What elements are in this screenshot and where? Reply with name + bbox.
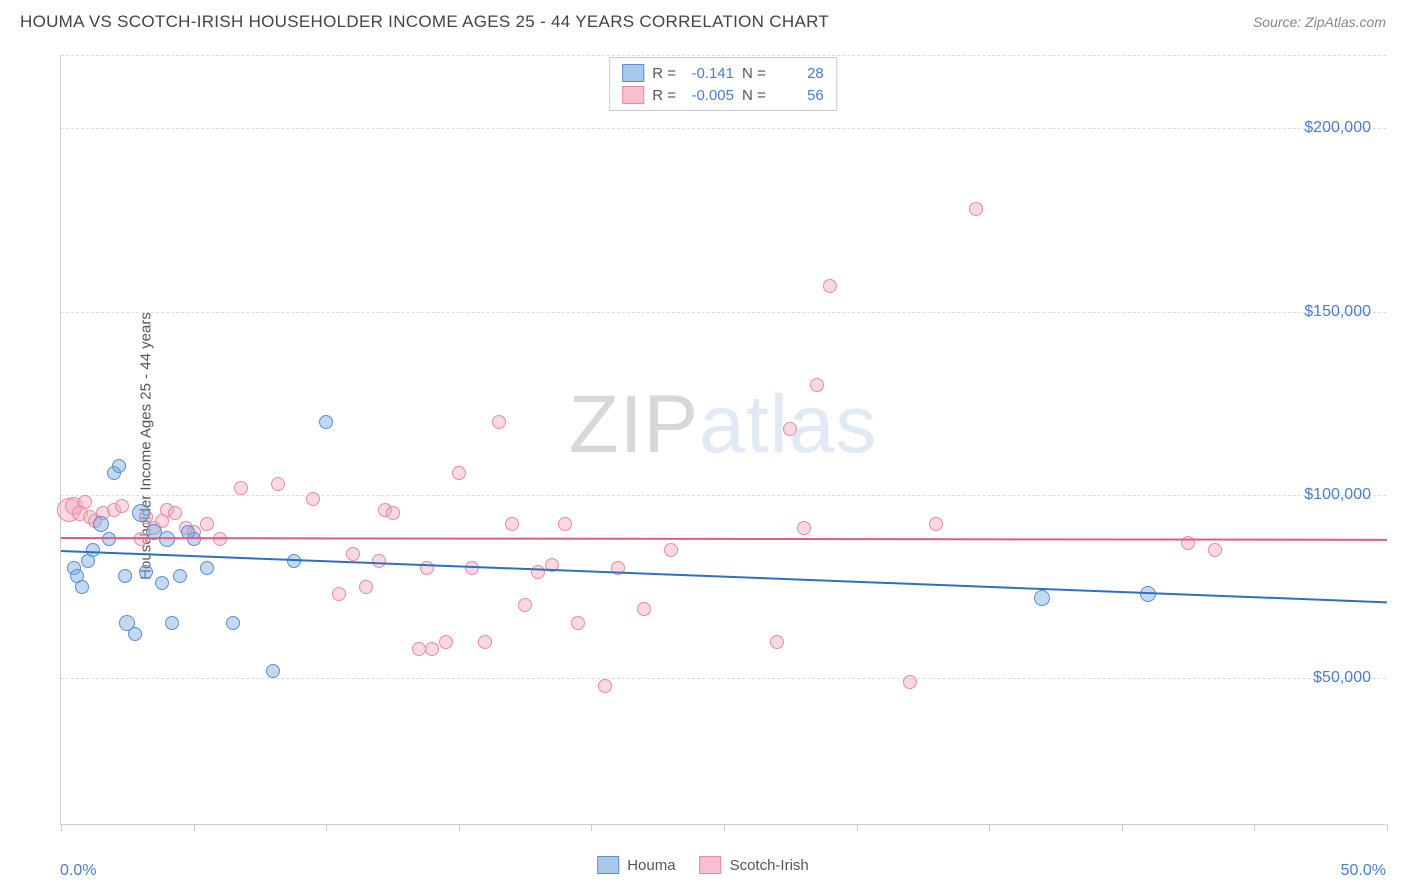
gridline (61, 495, 1386, 496)
x-tick (724, 824, 725, 831)
point-scotch-irish (346, 547, 360, 561)
point-houma (75, 580, 89, 594)
point-houma (118, 569, 132, 583)
x-tick (989, 824, 990, 831)
point-scotch-irish (598, 679, 612, 693)
point-scotch-irish (452, 466, 466, 480)
point-scotch-irish (78, 495, 92, 509)
point-scotch-irish (115, 499, 129, 513)
point-scotch-irish (664, 543, 678, 557)
r-value-houma: -0.141 (684, 65, 734, 82)
legend-item-scotch-irish: Scotch-Irish (700, 856, 809, 874)
point-scotch-irish (571, 616, 585, 630)
y-tick-label: $100,000 (1304, 486, 1371, 504)
gridline (61, 678, 1386, 679)
point-houma (139, 565, 153, 579)
point-houma (128, 627, 142, 641)
point-scotch-irish (505, 517, 519, 531)
point-houma (319, 415, 333, 429)
x-tick (194, 824, 195, 831)
point-scotch-irish (558, 517, 572, 531)
point-scotch-irish (306, 492, 320, 506)
x-tick (61, 824, 62, 831)
point-scotch-irish (637, 602, 651, 616)
point-scotch-irish (425, 642, 439, 656)
point-scotch-irish (903, 675, 917, 689)
swatch-houma (622, 64, 644, 82)
r-value-scotch-irish: -0.005 (684, 87, 734, 104)
point-scotch-irish (770, 635, 784, 649)
y-tick-label: $50,000 (1313, 669, 1371, 687)
point-scotch-irish (823, 279, 837, 293)
x-tick (1122, 824, 1123, 831)
x-tick (459, 824, 460, 831)
point-houma (155, 576, 169, 590)
point-houma (266, 664, 280, 678)
chart-title: HOUMA VS SCOTCH-IRISH HOUSEHOLDER INCOME… (20, 12, 829, 32)
point-scotch-irish (372, 554, 386, 568)
point-scotch-irish (531, 565, 545, 579)
y-tick-label: $200,000 (1304, 119, 1371, 137)
point-scotch-irish (783, 422, 797, 436)
point-scotch-irish (439, 635, 453, 649)
point-scotch-irish (929, 517, 943, 531)
n-value-scotch-irish: 56 (774, 87, 824, 104)
x-axis-min: 0.0% (60, 862, 96, 880)
point-houma (112, 459, 126, 473)
point-scotch-irish (465, 561, 479, 575)
point-scotch-irish (478, 635, 492, 649)
x-tick (591, 824, 592, 831)
gridline (61, 312, 1386, 313)
point-scotch-irish (518, 598, 532, 612)
series-legend: Houma Scotch-Irish (597, 856, 809, 874)
point-scotch-irish (969, 202, 983, 216)
point-houma (1034, 590, 1050, 606)
x-axis-max: 50.0% (1341, 862, 1386, 880)
source-label: Source: ZipAtlas.com (1253, 14, 1386, 30)
swatch-scotch-irish-icon (700, 856, 722, 874)
x-tick (1254, 824, 1255, 831)
trend-line (61, 537, 1387, 541)
point-scotch-irish (332, 587, 346, 601)
point-houma (93, 516, 109, 532)
point-houma (132, 504, 150, 522)
point-scotch-irish (271, 477, 285, 491)
trend-line (61, 550, 1387, 603)
x-tick (1387, 824, 1388, 831)
point-scotch-irish (810, 378, 824, 392)
point-houma (165, 616, 179, 630)
legend-row-houma: R = -0.141 N = 28 (622, 62, 824, 84)
point-scotch-irish (168, 506, 182, 520)
point-scotch-irish (1208, 543, 1222, 557)
legend-item-houma: Houma (597, 856, 675, 874)
point-houma (86, 543, 100, 557)
point-scotch-irish (234, 481, 248, 495)
point-scotch-irish (386, 506, 400, 520)
legend-row-scotch-irish: R = -0.005 N = 56 (622, 84, 824, 106)
point-scotch-irish (797, 521, 811, 535)
stats-legend: R = -0.141 N = 28 R = -0.005 N = 56 (609, 57, 837, 111)
point-houma (173, 569, 187, 583)
y-tick-label: $150,000 (1304, 303, 1371, 321)
point-houma (226, 616, 240, 630)
gridline (61, 128, 1386, 129)
point-houma (200, 561, 214, 575)
x-tick (857, 824, 858, 831)
n-value-houma: 28 (774, 65, 824, 82)
swatch-houma-icon (597, 856, 619, 874)
x-tick (326, 824, 327, 831)
plot-area: $50,000$100,000$150,000$200,000 ZIPatlas… (60, 55, 1386, 825)
point-scotch-irish (359, 580, 373, 594)
point-scotch-irish (200, 517, 214, 531)
swatch-scotch-irish (622, 86, 644, 104)
point-scotch-irish (492, 415, 506, 429)
point-scotch-irish (412, 642, 426, 656)
